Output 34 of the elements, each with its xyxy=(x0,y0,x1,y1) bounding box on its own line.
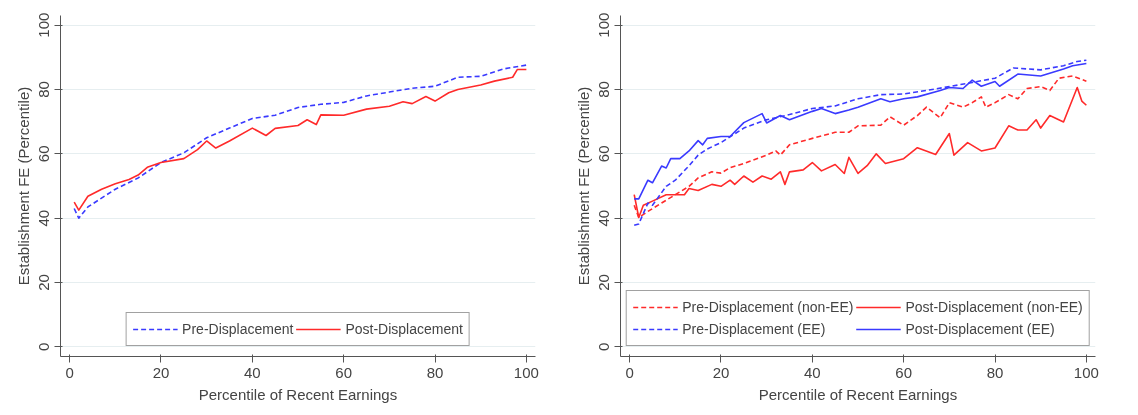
y-axis-title: Establishment FE (Percentile) xyxy=(14,86,32,286)
x-tick-label: 60 xyxy=(335,363,353,381)
y-tick-label: 40 xyxy=(595,209,613,227)
y-tick-label: 0 xyxy=(35,342,53,352)
y-tick-label: 20 xyxy=(595,274,613,291)
x-tick-label: 80 xyxy=(986,363,1004,381)
legend-label: Pre-Displacement (non-EE) xyxy=(682,299,854,315)
y-tick-label: 80 xyxy=(35,81,53,98)
x-axis-title: Percentile of Recent Earnings xyxy=(198,385,398,403)
x-tick-label: 100 xyxy=(1073,363,1099,381)
x-tick-label: 100 xyxy=(513,363,539,381)
x-tick-label: 40 xyxy=(803,363,821,381)
x-tick-label: 20 xyxy=(152,363,170,381)
y-tick-label: 40 xyxy=(35,209,53,227)
legend-label: Pre-Displacement (EE) xyxy=(682,321,826,337)
y-tick-label: 60 xyxy=(595,145,613,163)
legend-label: Pre-Displacement xyxy=(182,321,294,337)
y-tick-label: 0 xyxy=(595,342,613,352)
y-axis-title: Establishment FE (Percentile) xyxy=(574,86,592,286)
legend-label: Post-Displacement xyxy=(345,321,463,337)
y-tick-label: 60 xyxy=(35,145,53,163)
x-tick-label: 20 xyxy=(712,363,730,381)
legend-label: Post-Displacement (EE) xyxy=(905,321,1055,337)
x-tick-label: 60 xyxy=(895,363,913,381)
y-tick-label: 100 xyxy=(35,12,53,38)
legend-label: Post-Displacement (non-EE) xyxy=(905,299,1083,315)
x-axis-title: Percentile of Recent Earnings xyxy=(758,385,958,403)
y-tick-label: 100 xyxy=(595,12,613,38)
x-tick-label: 80 xyxy=(426,363,444,381)
y-tick-label: 20 xyxy=(35,274,53,291)
y-tick-label: 80 xyxy=(595,81,613,98)
x-tick-label: 0 xyxy=(65,363,74,381)
x-tick-label: 0 xyxy=(625,363,634,381)
x-tick-label: 40 xyxy=(243,363,261,381)
